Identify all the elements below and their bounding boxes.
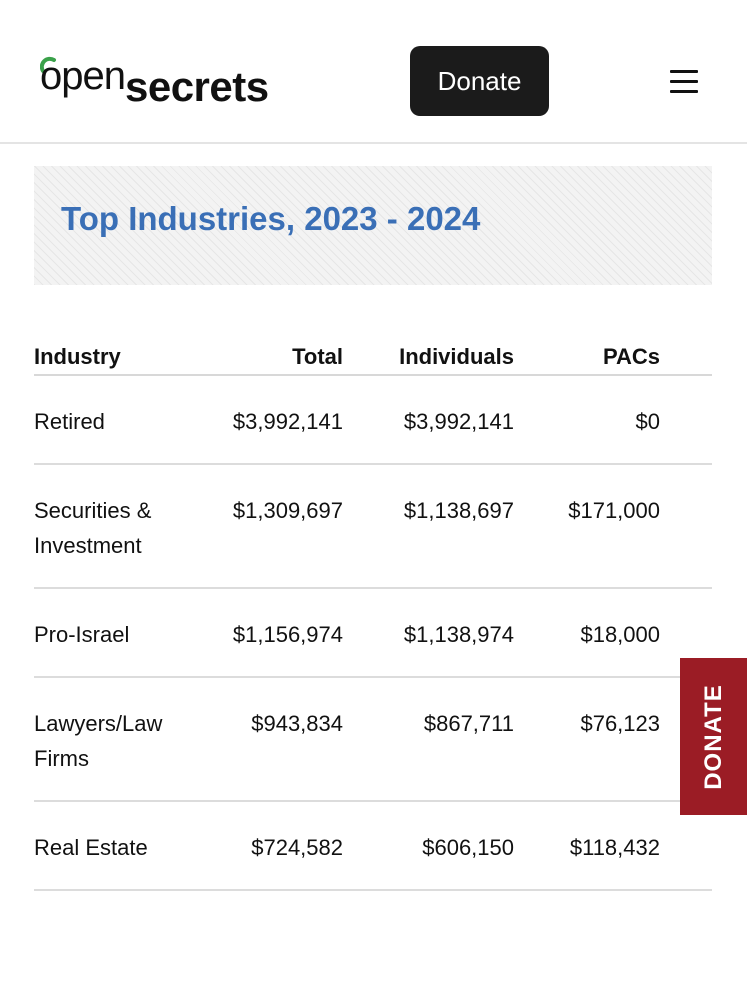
column-header-industry: Industry (34, 344, 121, 369)
side-donate-label: DONATE (699, 683, 727, 790)
table-header: Industry Total Individuals PACs (34, 330, 712, 376)
section-title-banner: Top Industries, 2023 - 2024 (34, 166, 712, 285)
industry-cell: Securities & Investment (34, 498, 152, 558)
industry-cell: Lawyers/Law Firms (34, 711, 163, 771)
section-title: Top Industries, 2023 - 2024 (61, 200, 481, 237)
individuals-cell: $867,711 (423, 711, 514, 736)
industry-cell: Retired (34, 409, 105, 434)
industry-cell: Pro-Israel (34, 622, 130, 647)
table-row: Retired $3,992,141 $3,992,141 $0 (34, 376, 712, 465)
logo-arc-icon (40, 56, 56, 73)
pacs-cell: $18,000 (580, 622, 660, 647)
logo-secrets-text: secrets (124, 63, 269, 110)
individuals-cell: $1,138,974 (403, 622, 514, 647)
table-row: Real Estate $724,582 $606,150 $118,432 (34, 802, 712, 891)
column-header-individuals: Individuals (399, 344, 514, 369)
donate-button[interactable]: Donate (410, 46, 549, 116)
total-cell: $943,834 (251, 711, 343, 736)
site-header: open secrets Donate (0, 0, 747, 144)
opensecrets-logo[interactable]: open secrets (40, 52, 269, 108)
total-cell: $3,992,141 (232, 409, 343, 434)
column-header-pacs: PACs (602, 344, 660, 369)
pacs-cell: $76,123 (580, 711, 660, 736)
total-cell: $1,309,697 (232, 498, 343, 523)
pacs-cell: $118,432 (569, 835, 660, 860)
total-cell: $1,156,974 (232, 622, 343, 647)
table-row: Pro-Israel $1,156,974 $1,138,974 $18,000 (34, 589, 712, 678)
total-cell: $724,582 (251, 835, 343, 860)
top-industries-table: Industry Total Individuals PACs Retired … (34, 330, 712, 891)
table-row: Securities & Investment $1,309,697 $1,13… (34, 465, 712, 589)
side-donate-tab[interactable]: DONATE (680, 658, 747, 815)
individuals-cell: $606,150 (422, 835, 514, 860)
table-row: Lawyers/Law Firms $943,834 $867,711 $76,… (34, 678, 712, 802)
column-header-total: Total (292, 344, 343, 369)
pacs-cell: $0 (635, 409, 660, 434)
hamburger-menu-icon[interactable] (666, 66, 702, 96)
industry-cell: Real Estate (34, 835, 148, 860)
logo-open-text: open (40, 54, 126, 98)
individuals-cell: $1,138,697 (403, 498, 514, 523)
individuals-cell: $3,992,141 (403, 409, 514, 434)
pacs-cell: $171,000 (568, 498, 660, 523)
